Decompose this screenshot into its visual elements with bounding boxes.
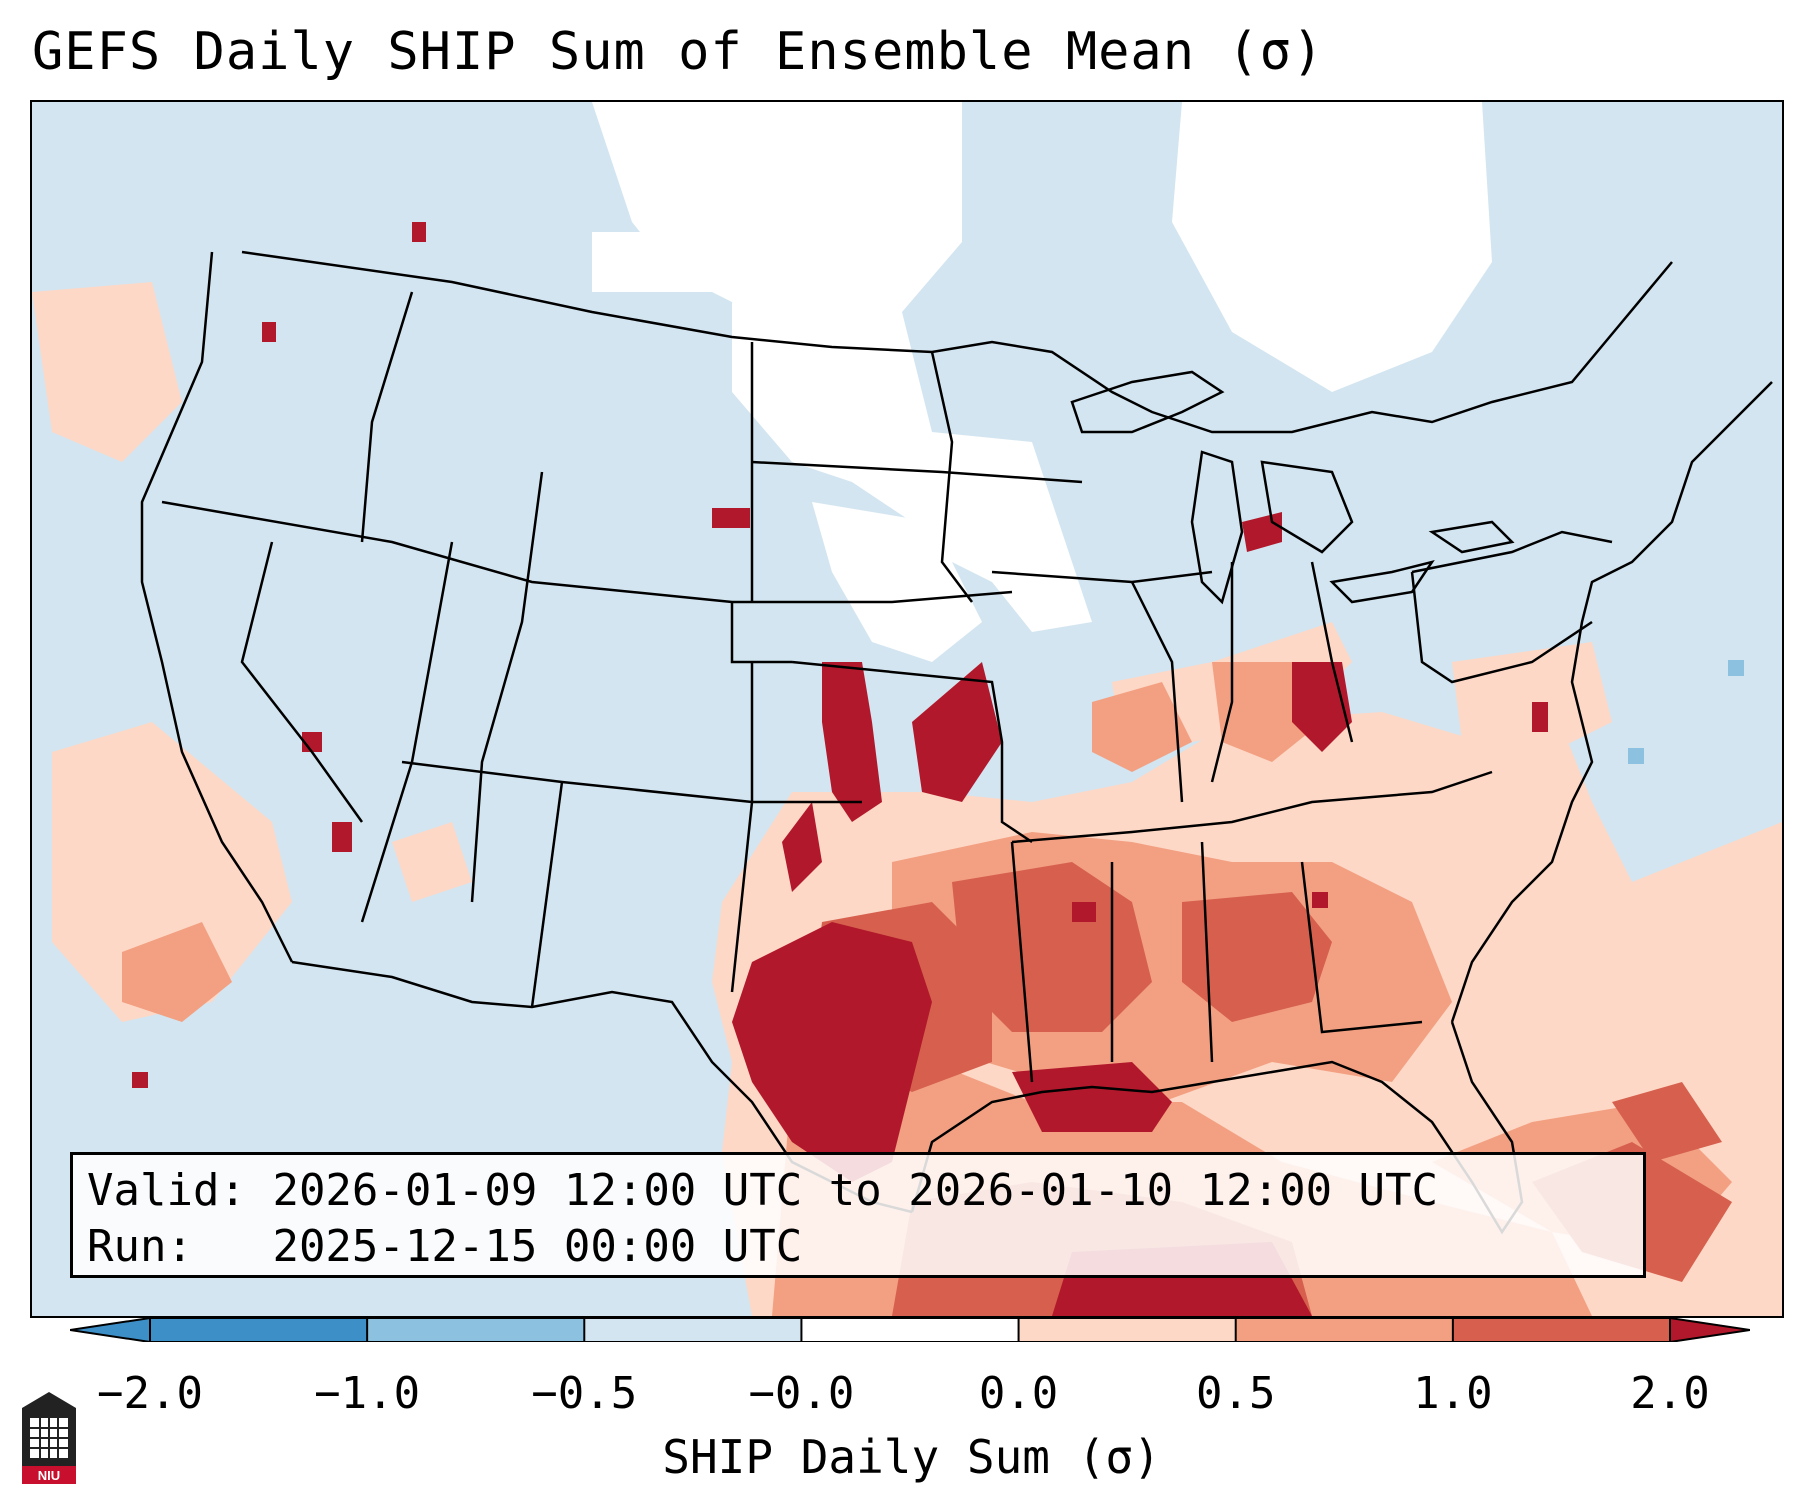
- colorbar-tick-label: 1.0: [1413, 1368, 1493, 1419]
- colorbar-tick-label: −0.0: [748, 1368, 855, 1419]
- weak-negative-shading: [1628, 660, 1744, 764]
- map-title: GEFS Daily SHIP Sum of Ensemble Mean (σ): [32, 22, 1325, 82]
- colorbar-segment: [1452, 1318, 1671, 1342]
- valid-label: Valid:: [87, 1165, 246, 1216]
- colorbar-tick-label: 0.0: [978, 1368, 1059, 1419]
- colorbar-segment: [150, 1318, 368, 1342]
- logo-grid: [30, 1418, 68, 1458]
- run-value: 2025-12-15 00:00 UTC: [272, 1221, 803, 1272]
- colorbar-segment: [1018, 1318, 1237, 1342]
- colorbar-segment: [1235, 1318, 1454, 1342]
- valid-line: Valid: 2026-01-09 12:00 UTC to 2026-01-1…: [87, 1163, 1629, 1219]
- valid-value: 2026-01-09 12:00 UTC to 2026-01-10 12:00…: [272, 1165, 1439, 1216]
- map-panel: Valid: 2026-01-09 12:00 UTC to 2026-01-1…: [30, 100, 1784, 1318]
- colorbar-extend-high: [1670, 1318, 1750, 1342]
- colorbar-tick-label: −2.0: [97, 1368, 203, 1419]
- niu-logo-icon: NIU: [22, 1392, 76, 1484]
- colorbar-tick-label: −1.0: [314, 1368, 421, 1419]
- run-line: Run: 2025-12-15 00:00 UTC: [87, 1219, 1629, 1275]
- validity-legend: Valid: 2026-01-09 12:00 UTC to 2026-01-1…: [70, 1152, 1646, 1278]
- colorbar-segment: [584, 1318, 802, 1342]
- colorbar-ticks: [149, 1318, 1671, 1342]
- logo-roof: [22, 1392, 76, 1408]
- colorbar-tick-label: −0.5: [531, 1368, 638, 1419]
- colorbar-segments: [150, 1318, 1671, 1342]
- political-boundaries: [140, 250, 1773, 1235]
- colorbar-segment: [367, 1318, 585, 1342]
- colorbar-tick-label: 2.0: [1630, 1368, 1710, 1419]
- colorbar: [70, 1318, 1750, 1342]
- colorbar-extend-low: [70, 1318, 150, 1342]
- colorbar-tick-label: 0.5: [1195, 1368, 1276, 1419]
- run-label: Run:: [87, 1221, 193, 1272]
- logo-text: NIU: [38, 1468, 60, 1483]
- logo-band: [22, 1466, 76, 1484]
- great-lakes: [1070, 370, 1515, 605]
- colorbar-segment: [801, 1318, 1020, 1342]
- ship-anomaly-map: [32, 102, 1782, 1316]
- near-zero-shading: [592, 102, 1492, 662]
- colorbar-label: SHIP Daily Sum (σ): [662, 1430, 1161, 1484]
